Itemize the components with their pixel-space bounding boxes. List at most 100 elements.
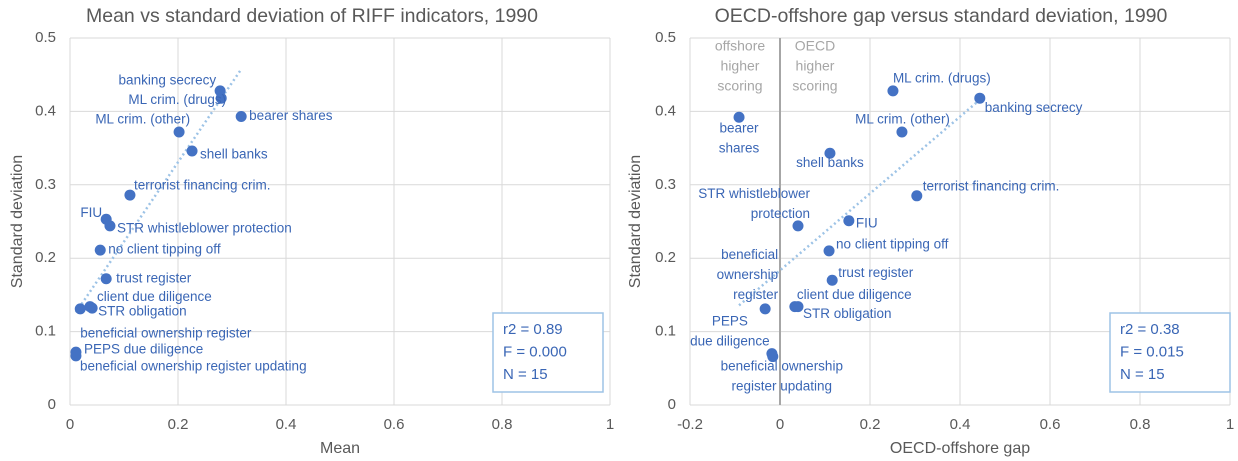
y-tick-label: 0 — [668, 396, 676, 413]
point-label: terrorist financing crim. — [923, 178, 1060, 193]
data-point — [215, 92, 227, 104]
data-point — [74, 303, 86, 315]
data-point — [843, 215, 855, 227]
x-axis-label: Mean — [320, 440, 360, 457]
point-label: no client tipping off — [108, 242, 221, 257]
region-label: higher — [796, 58, 835, 74]
point-label: client due diligence — [97, 289, 212, 304]
data-point — [173, 126, 185, 138]
region-label: offshore — [715, 38, 766, 54]
y-tick-label: 0.3 — [35, 176, 56, 193]
data-point — [86, 302, 98, 314]
point-label: beneficial ownership register updating — [80, 358, 307, 373]
point-label: banking secrecy — [985, 100, 1083, 115]
region-label: OECD — [795, 38, 835, 54]
point-label: bearer shares — [719, 120, 760, 155]
data-point — [104, 220, 116, 232]
point-label: FIU — [80, 205, 102, 220]
stats-box — [1109, 312, 1231, 393]
data-point — [124, 189, 136, 201]
data-point — [94, 244, 106, 256]
x-tick-label: 1 — [606, 416, 614, 433]
data-point — [186, 145, 198, 157]
trendline — [74, 68, 243, 314]
y-tick-label: 0.2 — [35, 249, 56, 266]
x-tick-label: 0.8 — [492, 416, 513, 433]
point-label: shell banks — [200, 147, 268, 162]
x-tick-label: 0.4 — [950, 416, 971, 433]
point-label: ML crim. (other) — [855, 112, 950, 127]
x-tick-label: 0.8 — [1130, 416, 1151, 433]
y-tick-label: 0.2 — [655, 249, 676, 266]
chart-title: OECD-offshore gap versus standard deviat… — [715, 5, 1168, 27]
x-tick-label: 0.6 — [1040, 416, 1061, 433]
point-label: STR obligation — [98, 304, 187, 319]
data-point — [759, 303, 771, 315]
y-tick-label: 0.5 — [655, 29, 676, 46]
chart-title: Mean vs standard deviation of RIFF indic… — [86, 5, 538, 27]
y-tick-label: 0.4 — [655, 102, 676, 119]
y-tick-label: 0 — [48, 396, 56, 413]
data-point — [974, 92, 986, 104]
x-tick-label: 0 — [776, 416, 784, 433]
stats-text: N = 15 — [503, 366, 548, 383]
point-label: STR obligation — [803, 306, 892, 321]
y-axis-label: Standard deviation — [627, 155, 644, 288]
point-label: PEPS due diligence — [690, 313, 770, 348]
region-label: scoring — [792, 78, 837, 94]
data-point — [733, 111, 745, 123]
point-label: ML crim. (drugs) — [893, 70, 991, 85]
stats-text: F = 0.015 — [1120, 343, 1184, 360]
x-tick-label: 0.4 — [276, 416, 297, 433]
x-tick-label: 0.6 — [384, 416, 405, 433]
y-axis-label: Standard deviation — [9, 155, 26, 288]
point-label: trust register — [838, 265, 914, 280]
y-tick-label: 0.3 — [655, 176, 676, 193]
data-point — [887, 85, 899, 97]
point-label: STR whistleblower protection — [698, 185, 810, 220]
x-tick-label: 0 — [66, 416, 74, 433]
y-tick-label: 0.5 — [35, 29, 56, 46]
data-point — [767, 351, 779, 363]
point-label: ML crim. (drugs) — [128, 92, 226, 107]
region-label: higher — [721, 58, 760, 74]
x-tick-label: -0.2 — [677, 416, 703, 433]
data-point — [100, 273, 112, 285]
region-label: scoring — [717, 78, 762, 94]
point-label: trust register — [116, 270, 192, 285]
data-point — [235, 111, 247, 123]
point-label: client due diligence — [797, 287, 912, 302]
point-label: PEPS due diligence — [84, 342, 203, 357]
data-point — [824, 147, 836, 159]
point-label: bearer shares — [249, 108, 333, 123]
data-point — [792, 301, 804, 313]
point-label: beneficial ownership register — [717, 246, 779, 301]
stats-text: r2 = 0.89 — [503, 321, 563, 338]
data-point — [911, 190, 923, 202]
point-label: ML crim. (other) — [95, 112, 190, 127]
x-tick-label: 1 — [1226, 416, 1234, 433]
point-label: terrorist financing crim. — [134, 178, 271, 193]
y-tick-label: 0.4 — [35, 102, 56, 119]
point-label: shell banks — [796, 155, 864, 170]
point-label: STR whistleblower protection — [117, 220, 292, 235]
data-point — [826, 274, 838, 286]
stats-text: r2 = 0.38 — [1120, 321, 1180, 338]
point-label: FIU — [856, 215, 878, 230]
stats-box — [492, 312, 604, 393]
point-label: beneficial ownership register updating — [721, 358, 843, 393]
data-point — [896, 126, 908, 138]
x-tick-label: 0.2 — [860, 416, 881, 433]
y-tick-label: 0.1 — [655, 323, 676, 340]
x-axis-label: OECD-offshore gap — [890, 440, 1030, 457]
point-label: no client tipping off — [836, 236, 949, 251]
stats-text: F = 0.000 — [503, 343, 567, 360]
y-tick-label: 0.1 — [35, 323, 56, 340]
data-point — [792, 220, 804, 232]
data-point — [70, 350, 82, 362]
stats-text: N = 15 — [1120, 366, 1165, 383]
point-label: banking secrecy — [119, 72, 217, 87]
data-point — [823, 245, 835, 257]
x-tick-label: 0.2 — [168, 416, 189, 433]
